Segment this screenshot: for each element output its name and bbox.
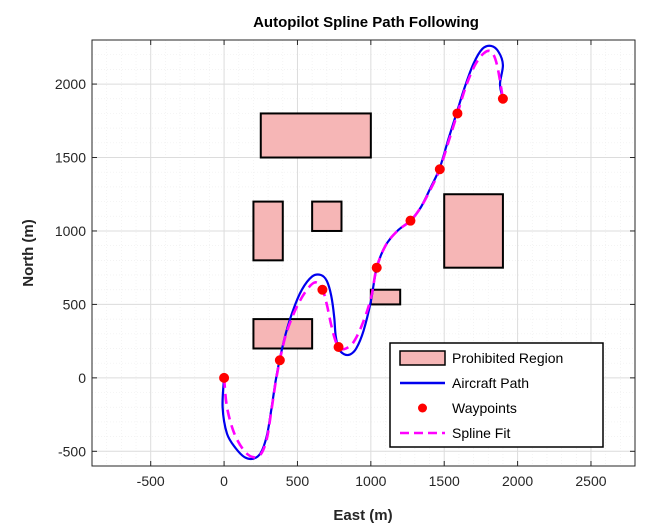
legend-label: Spline Fit: [452, 425, 510, 441]
legend-label: Aircraft Path: [452, 375, 529, 391]
grid: [91, 39, 636, 467]
prohibited-region: [252, 200, 284, 262]
waypoint-marker: [333, 342, 344, 353]
x-tick-label: 2000: [502, 473, 533, 489]
waypoint-markers: [219, 93, 508, 383]
waypoint-marker: [371, 262, 382, 273]
y-tick-label: 1000: [55, 223, 86, 239]
x-tick-label: 1000: [355, 473, 386, 489]
legend-swatch-waypoints: [418, 403, 427, 413]
waypoint-marker: [452, 108, 463, 119]
y-tick-label: -500: [58, 443, 86, 459]
waypoint-marker: [497, 93, 508, 104]
waypoint-marker: [274, 355, 285, 366]
prohibited-region: [443, 193, 504, 269]
prohibited-regions: [252, 112, 504, 350]
prohibited-region: [259, 112, 372, 159]
x-tick-label: -500: [137, 473, 165, 489]
waypoint-marker: [219, 372, 230, 383]
plot-frame: [91, 39, 636, 467]
legend: Prohibited Region Aircraft Path Waypoints S…: [389, 342, 604, 448]
chart-title: Autopilot Spline Path Following: [253, 14, 479, 31]
x-axis-label: East (m): [333, 507, 392, 524]
waypoint-marker: [317, 284, 328, 295]
prohibited-region: [311, 200, 343, 232]
y-tick-label: 0: [78, 370, 86, 386]
waypoint-marker: [405, 215, 416, 226]
y-axis-label: North (m): [20, 219, 37, 287]
legend-label: Waypoints: [452, 400, 517, 416]
x-tick-label: 1500: [429, 473, 460, 489]
y-tick-label: 2000: [55, 76, 86, 92]
x-tick-label: 2500: [575, 473, 606, 489]
legend-swatch-prohibited-region: [399, 350, 446, 366]
x-tick-label: 500: [286, 473, 310, 489]
y-tick-label: 1500: [55, 150, 86, 166]
waypoint-marker: [434, 164, 445, 175]
legend-label: Prohibited Region: [452, 350, 563, 366]
prohibited-region: [369, 288, 402, 306]
y-tick-label: 500: [63, 296, 87, 312]
x-tick-label: 0: [220, 473, 228, 489]
axis-ticks: -500 0 500 1000 1500 2000 2500 -500 0 500 1000 1500…: [55, 40, 635, 489]
